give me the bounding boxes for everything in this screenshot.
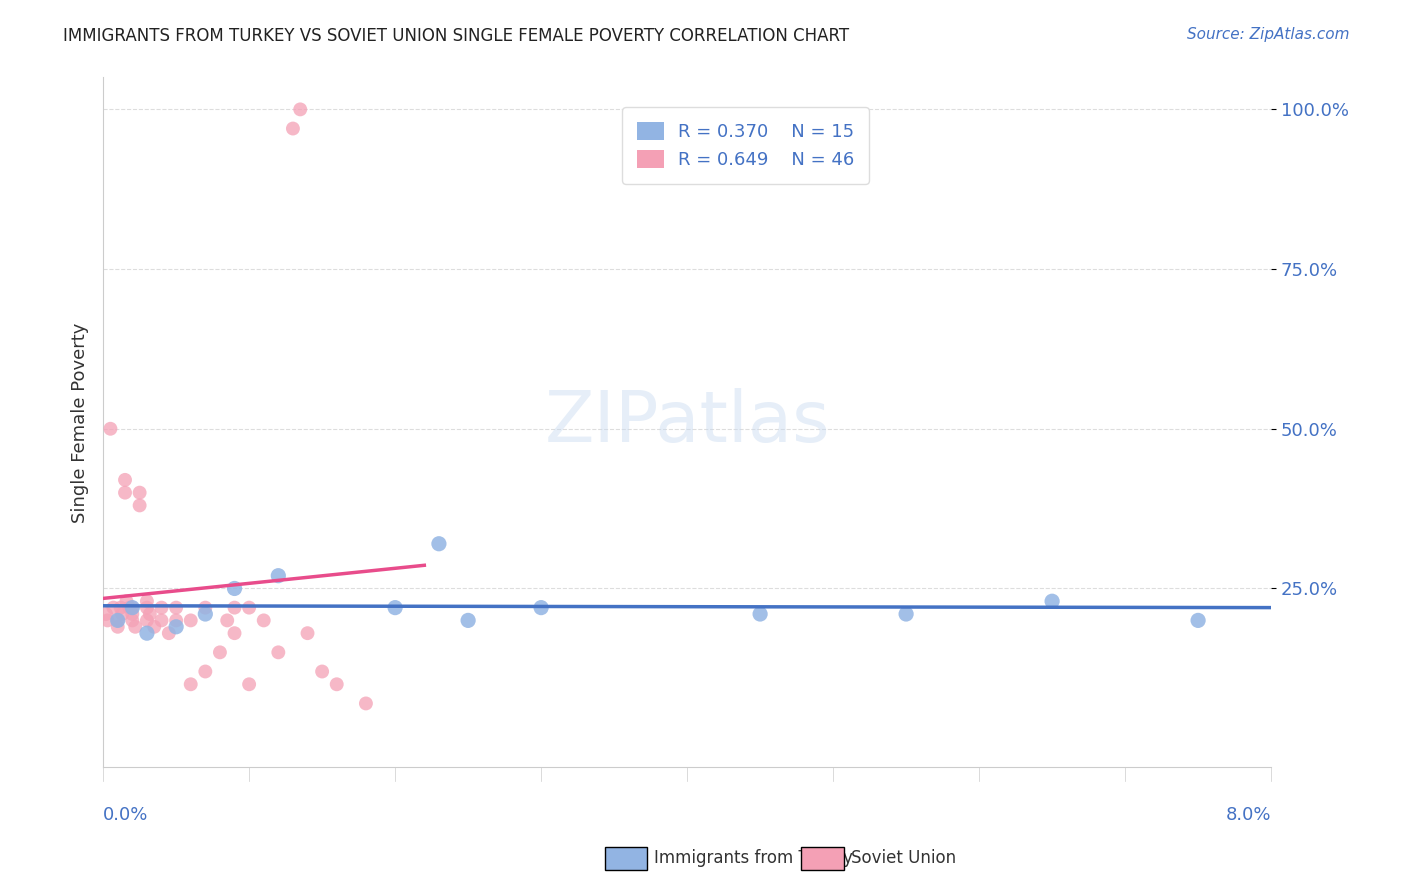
- Point: [94, 607, 117, 621]
- Point: [894, 607, 917, 621]
- Point: [136, 600, 159, 615]
- Point: [180, 614, 202, 628]
- Point: [165, 600, 187, 615]
- Point: [121, 607, 143, 621]
- Point: [311, 665, 333, 679]
- Point: [281, 121, 304, 136]
- Point: [165, 620, 187, 634]
- Text: Source: ZipAtlas.com: Source: ZipAtlas.com: [1187, 27, 1350, 42]
- Text: 8.0%: 8.0%: [1226, 805, 1271, 823]
- Point: [136, 614, 159, 628]
- Text: ZIPatlas: ZIPatlas: [544, 388, 830, 457]
- Point: [224, 626, 246, 640]
- Point: [150, 600, 173, 615]
- Point: [114, 485, 136, 500]
- Point: [224, 600, 246, 615]
- Point: [354, 697, 377, 711]
- Point: [107, 620, 129, 634]
- Point: [143, 620, 166, 634]
- Point: [107, 614, 129, 628]
- Text: IMMIGRANTS FROM TURKEY VS SOVIET UNION SINGLE FEMALE POVERTY CORRELATION CHART: IMMIGRANTS FROM TURKEY VS SOVIET UNION S…: [63, 27, 849, 45]
- Point: [224, 582, 246, 596]
- Point: [238, 600, 260, 615]
- Text: Soviet Union: Soviet Union: [851, 849, 956, 867]
- Point: [253, 614, 276, 628]
- Text: 0.0%: 0.0%: [103, 805, 149, 823]
- Point: [217, 614, 239, 628]
- Point: [1040, 594, 1063, 608]
- Point: [121, 600, 143, 615]
- Point: [325, 677, 347, 691]
- Point: [749, 607, 772, 621]
- Point: [103, 600, 125, 615]
- Point: [107, 614, 129, 628]
- Point: [1187, 614, 1209, 628]
- Y-axis label: Single Female Poverty: Single Female Poverty: [72, 322, 89, 523]
- Text: Immigrants from Turkey: Immigrants from Turkey: [654, 849, 852, 867]
- Point: [180, 677, 202, 691]
- Point: [208, 645, 231, 659]
- Point: [121, 600, 143, 615]
- Point: [110, 600, 132, 615]
- Point: [530, 600, 553, 615]
- Point: [136, 594, 159, 608]
- Point: [139, 607, 162, 621]
- Point: [157, 626, 180, 640]
- Point: [118, 600, 141, 615]
- Point: [114, 473, 136, 487]
- Point: [194, 607, 217, 621]
- Point: [238, 677, 260, 691]
- Point: [290, 103, 312, 117]
- Point: [136, 626, 159, 640]
- Point: [128, 485, 150, 500]
- Point: [427, 537, 450, 551]
- Point: [121, 614, 143, 628]
- Point: [128, 499, 150, 513]
- Point: [194, 665, 217, 679]
- Point: [115, 594, 138, 608]
- Point: [165, 614, 187, 628]
- Point: [100, 422, 122, 436]
- Point: [267, 645, 290, 659]
- Legend: R = 0.370    N = 15, R = 0.649    N = 46: R = 0.370 N = 15, R = 0.649 N = 46: [623, 107, 869, 184]
- Point: [297, 626, 319, 640]
- Point: [457, 614, 479, 628]
- Point: [384, 600, 406, 615]
- Point: [194, 600, 217, 615]
- Point: [150, 614, 173, 628]
- Point: [267, 568, 290, 582]
- Point: [124, 620, 146, 634]
- Point: [111, 607, 134, 621]
- Point: [96, 614, 118, 628]
